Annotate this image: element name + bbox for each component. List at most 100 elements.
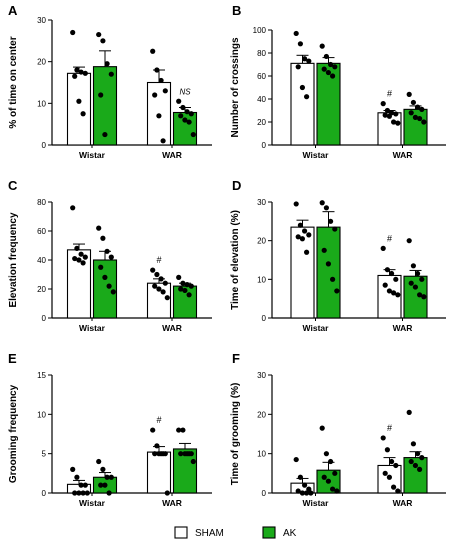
point-sham-war [160,138,166,144]
point-sham-war [156,286,162,292]
point-sham-wistar [308,490,314,496]
point-ak-wistar [100,235,106,241]
point-ak-wistar [106,283,112,289]
panel-d: D Time of elevation (%) 0 10 20 30 Wistar WAR # [230,178,446,333]
point-ak-wistar [102,482,108,488]
point-sham-war [152,92,158,98]
point-sham-war [384,447,390,453]
point-sham-war [384,107,390,114]
point-sham-wistar [293,456,299,463]
point-ak-war [408,458,414,465]
point-sham-wistar [76,490,82,496]
point-sham-wistar [78,251,84,257]
annotation: # [387,423,392,433]
point-ak-war [184,282,190,288]
point-ak-war [406,238,412,244]
bar-sham-wistar [290,226,315,319]
point-sham-wistar [299,236,305,242]
point-ak-war [188,283,194,289]
point-sham-wistar [70,29,76,36]
panel-label: A [8,3,18,18]
panel-c: C Elevation frequency 0 20 40 60 80 Wistar WAR # [8,178,212,333]
bar-ak-war [403,457,428,494]
point-sham-war [386,113,392,119]
x-tick-label-wistar: Wistar [303,150,330,160]
point-sham-war [164,295,170,301]
point-sham-war [150,427,156,433]
point-ak-wistar [334,488,340,494]
point-ak-war [180,104,186,111]
point-sham-war [382,282,388,288]
bar-sham-wistar [66,72,92,146]
point-sham-war [393,276,399,282]
point-ak-wistar [323,451,329,457]
point-sham-war [152,451,158,457]
y-tick-label: 0 [262,314,267,323]
point-sham-war [152,283,158,289]
y-axis-title: Time of elevation (%) [230,210,241,310]
point-sham-war [384,267,390,273]
point-ak-wistar [100,466,106,472]
annotation: # [156,415,161,425]
point-sham-wistar [74,474,80,480]
y-tick-label: 0 [262,141,267,150]
y-tick-label: 10 [257,275,266,284]
y-tick-label: 20 [37,58,46,67]
point-sham-war [395,120,401,126]
point-sham-war [395,488,401,494]
bar-ak-war [403,108,428,146]
y-tick-label: 20 [37,285,46,294]
point-ak-wistar [96,458,102,465]
point-sham-wistar [297,222,303,228]
y-tick-label: 0 [262,489,267,498]
point-ak-war [410,263,416,269]
point-sham-war [158,276,164,282]
point-sham-wistar [302,482,308,488]
annotation: # [156,255,161,265]
point-ak-wistar [321,474,327,480]
panel-label: C [8,178,18,193]
point-ak-war [178,286,184,292]
x-tick-label-wistar: Wistar [79,498,106,508]
bar-sham-wistar [290,62,315,146]
point-sham-war [380,435,386,441]
point-ak-war [182,287,188,294]
legend-label-ak: AK [283,528,297,539]
point-ak-war [178,113,184,119]
point-sham-wistar [306,58,312,64]
point-sham-war [156,451,162,457]
panel-label: B [232,3,241,18]
point-sham-wistar [70,205,76,211]
point-ak-war [186,292,192,298]
point-ak-war [408,280,414,286]
panel-f: F Time of grooming (%) 0 10 20 30 Wistar WAR # [230,351,446,508]
point-ak-war [182,451,188,457]
y-tick-label: 5 [42,450,47,459]
y-tick-label: 80 [257,49,266,58]
point-ak-war [412,284,418,290]
point-sham-wistar [302,56,308,62]
point-sham-war [391,290,397,296]
y-axis-title: % of time on center [8,36,19,128]
point-ak-wistar [98,482,104,488]
point-sham-war [154,443,160,449]
point-sham-wistar [80,490,86,496]
point-sham-wistar [304,249,310,255]
annotation: # [387,233,392,243]
point-sham-war [389,458,395,465]
point-ak-war [415,270,421,277]
x-tick-label-war: WAR [162,323,182,333]
point-ak-war [412,114,418,120]
point-ak-wistar [319,200,325,206]
point-sham-war [380,245,386,251]
point-sham-wistar [72,490,78,496]
point-ak-war [417,292,423,298]
point-sham-war [162,88,168,94]
point-sham-wistar [293,30,299,37]
point-sham-wistar [299,490,305,496]
bar-ak-wistar [92,66,118,146]
point-ak-wistar [319,43,325,49]
point-sham-war [386,288,392,294]
point-ak-wistar [328,458,334,465]
